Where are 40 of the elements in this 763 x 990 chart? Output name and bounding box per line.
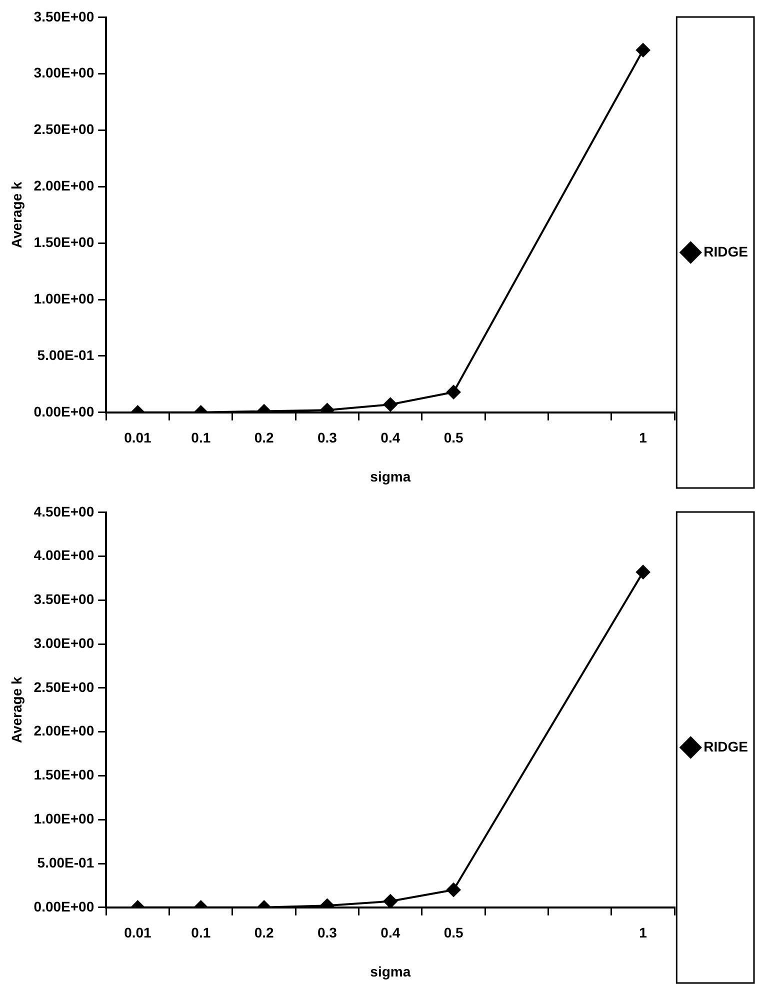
x-tick-label: 0.4 <box>380 924 400 941</box>
y-axis-title: Average k <box>8 676 24 744</box>
x-tick-label: 0.2 <box>254 924 274 941</box>
y-tick-label: 5.00E-01 <box>37 346 94 363</box>
y-tick-label: 1.50E+00 <box>34 766 94 783</box>
x-tick-label: 0.3 <box>317 430 338 446</box>
point <box>636 565 650 580</box>
x-tick-label: 0.01 <box>124 430 152 446</box>
legend-label: RIDGE <box>704 243 748 260</box>
y-tick-label: 0.00E+00 <box>34 898 94 914</box>
y-tick-label: 1.00E+00 <box>34 810 94 826</box>
y-tick-label: 3.00E+00 <box>34 634 94 651</box>
x-axis-title: sigma <box>370 468 411 484</box>
y-tick-label: 2.50E+00 <box>34 678 94 695</box>
x-tick-label: 0.4 <box>380 430 400 446</box>
y-tick-label: 3.50E+00 <box>34 591 94 608</box>
x-tick-label: 1 <box>639 430 648 446</box>
y-tick-label: 3.00E+00 <box>34 64 94 81</box>
y-tick-label: 4.50E+00 <box>34 503 94 520</box>
y-tick-label: 2.50E+00 <box>34 121 94 138</box>
x-tick-label: 0.5 <box>444 924 464 941</box>
y-axis-title: Average k <box>8 181 24 248</box>
x-tick-label: 0.5 <box>444 430 464 446</box>
y-tick-label: 2.00E+00 <box>34 722 94 739</box>
y-tick-label: 0.00E+00 <box>34 403 94 420</box>
y-tick-label: 3.50E+00 <box>34 8 94 24</box>
y-tick-label: 5.00E-01 <box>37 854 94 870</box>
legend-label: RIDGE <box>704 738 748 754</box>
y-tick-label: 4.00E+00 <box>34 547 94 564</box>
x-tick-label: 0.1 <box>191 430 211 446</box>
point <box>636 43 650 58</box>
x-axis-title: sigma <box>370 963 411 980</box>
x-tick-label: 0.1 <box>191 924 211 941</box>
y-tick-label: 1.00E+00 <box>34 290 94 306</box>
y-tick-label: 2.00E+00 <box>34 178 94 194</box>
x-tick-label: 0.3 <box>317 924 338 941</box>
x-tick-label: 1 <box>639 924 648 941</box>
x-tick-label: 0.2 <box>254 430 274 446</box>
x-tick-label: 0.01 <box>124 924 152 941</box>
y-tick-label: 1.50E+00 <box>34 234 94 250</box>
